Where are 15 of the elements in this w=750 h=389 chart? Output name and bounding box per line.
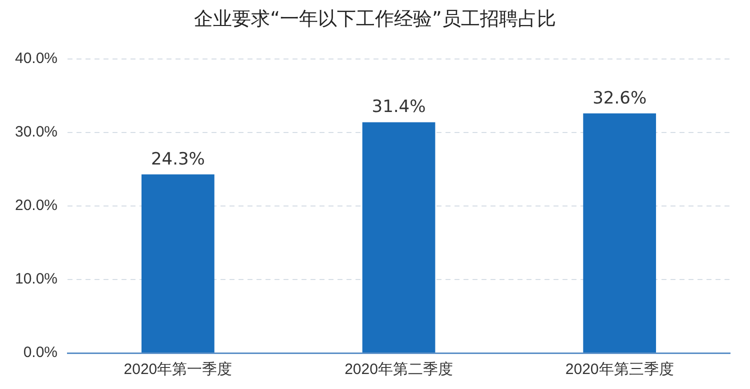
chart-title: 企业要求“一年以下工作经验”员工招聘占比: [193, 7, 557, 32]
data-label: 32.6%: [592, 88, 647, 108]
data-label: 31.4%: [372, 97, 426, 118]
x-tick-label: 2020年第一季度: [124, 361, 232, 378]
bar: [583, 113, 656, 352]
y-tick-label: 40.0%: [14, 50, 58, 68]
data-label: 24.3%: [150, 149, 205, 170]
x-tick-label: 2020年第三季度: [565, 361, 674, 378]
x-tick-label: 2020年第二季度: [344, 361, 453, 378]
bar: [362, 122, 436, 352]
y-tick-label: 0.0%: [23, 344, 58, 362]
y-tick-label: 10.0%: [14, 270, 58, 288]
y-tick-label: 30.0%: [14, 124, 58, 141]
y-tick-label: 20.0%: [14, 197, 58, 214]
bar: [142, 174, 214, 352]
